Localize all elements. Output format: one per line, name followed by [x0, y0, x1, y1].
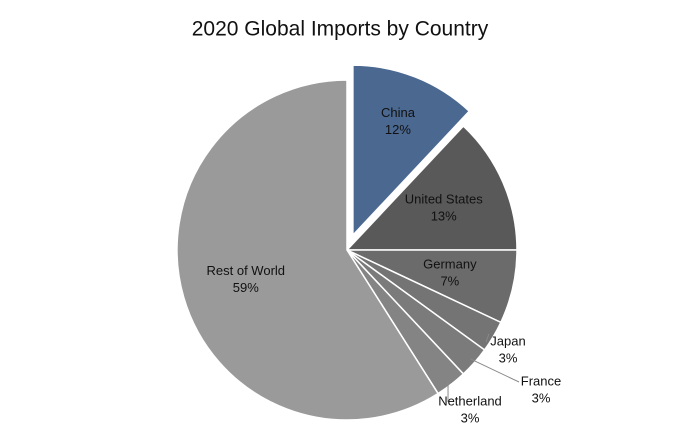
slice-label: Germany — [423, 256, 477, 271]
chart-title: 2020 Global Imports by Country — [192, 18, 489, 41]
slice-label: China — [381, 105, 416, 120]
slice-value-label: 12% — [385, 122, 411, 137]
slice-value-label: 13% — [431, 209, 457, 224]
slice-label: Netherland — [438, 393, 502, 408]
slice-value-label: 3% — [532, 390, 551, 405]
slice-value-label: 59% — [233, 280, 259, 295]
leader-line — [470, 358, 520, 383]
slice-value-label: 7% — [440, 273, 459, 288]
pie-slice — [176, 79, 440, 421]
pie-slice — [345, 125, 518, 251]
slice-label: France — [521, 373, 561, 388]
slice-label: Japan — [490, 333, 525, 348]
leader-line — [485, 333, 490, 343]
slice-value-label: 3% — [499, 350, 518, 365]
slice-value-label: 3% — [461, 410, 480, 425]
pie-slice — [352, 64, 471, 238]
slice-label: Rest of World — [207, 263, 286, 278]
slice-label: United States — [405, 192, 484, 207]
